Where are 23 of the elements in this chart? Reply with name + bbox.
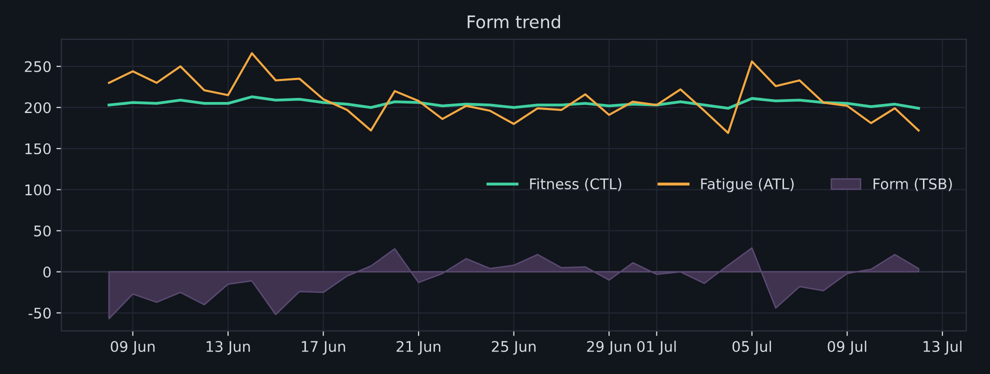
y-tick-label: 50 xyxy=(34,225,51,236)
y-tick-label: 200 xyxy=(24,102,51,114)
legend-label: Form (TSB) xyxy=(874,178,952,192)
x-tick-label: 25 Jun xyxy=(492,340,536,355)
x-tick-label: 01 Jul xyxy=(637,340,676,355)
line-series xyxy=(108,95,920,110)
y-tick-label: -50 xyxy=(28,308,51,319)
x-tick-label: 29 Jun xyxy=(587,340,631,355)
x-tick-label: 17 Jun xyxy=(302,341,346,355)
x-tick-label: 21 Jun xyxy=(396,340,440,355)
line-series xyxy=(108,52,920,134)
y-tick-label: 0 xyxy=(43,266,51,278)
x-tick-label: 05 Jul xyxy=(732,340,771,355)
x-tick-label: 13 Jun xyxy=(206,340,250,355)
x-tick-label: 13 Jul xyxy=(924,340,962,355)
legend-label: Fitness (CTL) xyxy=(530,178,622,192)
x-tick-label: 09 Jul xyxy=(828,340,866,355)
y-tick-label: 150 xyxy=(25,143,51,154)
x-tick-label: 09 Jun xyxy=(110,340,155,355)
y-tick-label: 250 xyxy=(24,61,51,72)
legend-label: Fatigue (ATL) xyxy=(701,178,794,192)
chart-title: Form trend xyxy=(468,14,560,28)
y-tick-label: 100 xyxy=(25,184,51,196)
